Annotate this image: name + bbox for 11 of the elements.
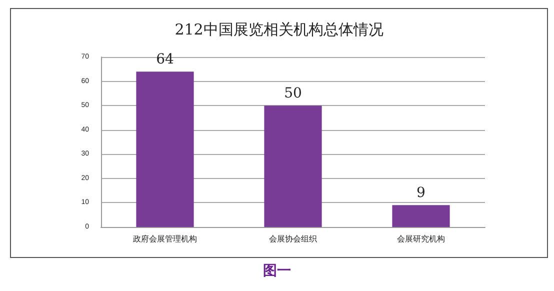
x-tick-label: 会展研究机构: [397, 234, 445, 244]
chart-title: 212中国展览相关机构总体情况: [174, 20, 384, 38]
data-label: 50: [284, 86, 302, 102]
data-label: 64: [156, 52, 174, 68]
x-tick-label: 会展协会组织: [269, 234, 317, 244]
bar: [392, 205, 450, 227]
data-label: 9: [416, 185, 426, 202]
x-tick-label: 政府会展管理机构: [133, 234, 197, 244]
bar: [136, 72, 194, 227]
text: 图一: [262, 262, 292, 280]
bar: [264, 106, 322, 227]
